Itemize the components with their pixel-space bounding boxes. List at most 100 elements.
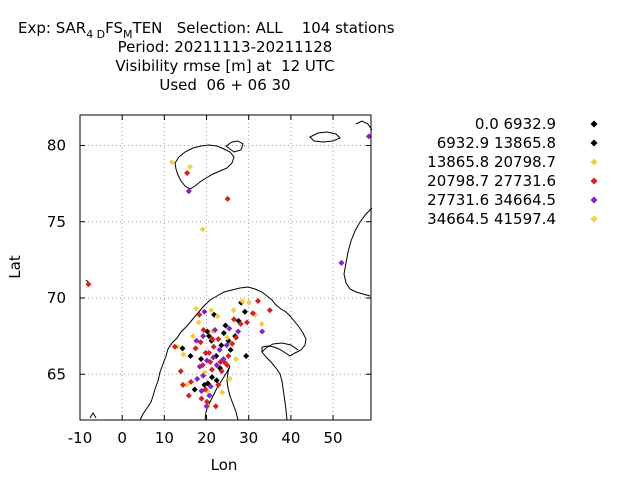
- data-point-series-3: [249, 310, 256, 317]
- coast-franz-josef-land: [309, 131, 341, 143]
- data-point-series-4: [201, 308, 208, 315]
- data-point-series-2: [233, 356, 240, 362]
- data-point-series-0: [204, 380, 211, 387]
- data-point-series-2: [199, 226, 206, 233]
- data-point-series-2: [226, 375, 233, 382]
- data-point-series-4: [211, 327, 218, 334]
- data-point-series-0: [220, 330, 227, 337]
- data-point-series-0: [227, 346, 234, 353]
- data-point-series-3: [198, 395, 205, 402]
- coast-svalbard: [174, 144, 235, 190]
- data-point-series-4: [194, 375, 201, 382]
- data-point-series-4: [196, 363, 203, 370]
- data-point-series-2: [208, 307, 215, 314]
- data-point-series-4: [210, 354, 217, 361]
- data-point-series-3: [187, 378, 194, 385]
- y-tick-label: 65: [47, 365, 66, 383]
- data-point-series-2: [168, 159, 175, 166]
- legend-label: 20798.7 27731.6: [427, 172, 556, 190]
- y-axis-ticks: 65 70 75 80: [47, 137, 371, 383]
- data-point-series-3: [244, 319, 251, 326]
- data-point-series-3: [224, 362, 231, 369]
- legend-label: 0.0 6932.9: [475, 115, 556, 133]
- legend-label: 27731.6 34664.5: [427, 191, 556, 209]
- data-point-series-2: [230, 307, 237, 314]
- data-point-series-3: [233, 334, 240, 341]
- legend-label: 6932.9 13865.8: [437, 134, 556, 152]
- coast-nordaustlandet: [225, 140, 244, 153]
- data-point-series-3: [200, 327, 207, 334]
- legend-label: 13865.8 20798.7: [427, 153, 556, 171]
- data-point-series-3: [185, 392, 192, 399]
- data-point-series-4: [203, 403, 210, 410]
- title-line-2: Period: 20211113-20211128: [118, 38, 333, 56]
- data-point-series-3: [215, 336, 222, 343]
- x-tick-label: 30: [239, 429, 258, 447]
- data-point-series-4: [200, 333, 207, 340]
- data-point-series-3: [209, 366, 216, 373]
- data-point-series-2: [246, 299, 253, 306]
- data-point-series-0: [209, 374, 216, 381]
- title-line-1: Exp: SAR4 DFSMTEN Selection: ALL 104 sta…: [18, 19, 395, 41]
- data-point-series-3: [237, 320, 244, 327]
- data-point-series-3: [224, 195, 231, 202]
- data-point-series-3: [266, 307, 273, 314]
- data-point-series-0: [222, 322, 229, 329]
- data-point-series-4: [185, 188, 192, 195]
- data-point-series-3: [203, 398, 210, 405]
- data-point-series-3: [225, 352, 232, 359]
- legend-marker: [590, 120, 598, 128]
- coast-iceland-tip: [89, 412, 97, 419]
- data-point-series-4: [223, 342, 230, 349]
- data-point-series-3: [215, 381, 222, 388]
- data-point-series-4: [206, 392, 213, 399]
- data-point-series-0: [198, 356, 205, 362]
- data-point-series-3: [171, 343, 178, 350]
- legend-marker: [590, 158, 598, 166]
- y-axis-label: Lat: [6, 255, 24, 279]
- data-point-series-4: [200, 372, 207, 379]
- plot-area: -10 0 10 20 30 40 50 65 70 75 80: [47, 114, 373, 447]
- data-point-series-3: [254, 298, 261, 305]
- data-point-series-4: [226, 325, 233, 332]
- coast-jan-mayen: [85, 279, 89, 283]
- data-point-series-0: [187, 352, 194, 359]
- data-point-series-0: [191, 386, 198, 393]
- data-point-series-3: [202, 349, 209, 356]
- x-axis-label: Lon: [211, 456, 238, 474]
- data-point-series-3: [179, 381, 186, 388]
- data-point-series-4: [193, 337, 200, 344]
- data-point-series-4: [220, 356, 227, 362]
- coast-gulf-of-bothnia: [204, 365, 239, 421]
- data-point-series-3: [230, 316, 237, 323]
- data-point-series-4: [207, 383, 214, 390]
- legend-marker: [590, 177, 598, 185]
- data-point-series-4: [338, 259, 345, 266]
- x-tick-label: 40: [281, 429, 300, 447]
- data-point-series-3: [196, 311, 203, 318]
- data-point-series-4: [203, 357, 210, 364]
- x-tick-label: 0: [117, 429, 127, 447]
- data-point-series-4: [216, 346, 223, 353]
- data-point-series-3: [184, 169, 191, 176]
- data-point-series-0: [243, 352, 250, 359]
- data-point-series-0: [213, 377, 220, 384]
- data-point-series-4: [365, 133, 372, 140]
- data-point-series-3: [218, 368, 225, 375]
- data-point-series-3: [209, 336, 216, 343]
- title-line-4: Used 06 + 06 30: [159, 76, 290, 94]
- data-point-series-0: [206, 333, 213, 340]
- data-point-series-3: [210, 343, 217, 350]
- data-point-series-2: [224, 334, 231, 341]
- coast-novaya-zemlya: [343, 207, 373, 297]
- data-point-series-2: [239, 298, 246, 305]
- data-point-series-3: [217, 359, 224, 366]
- data-point-series-0: [241, 308, 248, 315]
- chart-title: Exp: SAR4 DFSMTEN Selection: ALL 104 sta…: [18, 19, 395, 94]
- data-point-series-4: [235, 328, 242, 335]
- data-point-series-2: [258, 320, 265, 327]
- data-point-series-3: [177, 368, 184, 375]
- data-point-series-2: [195, 319, 202, 326]
